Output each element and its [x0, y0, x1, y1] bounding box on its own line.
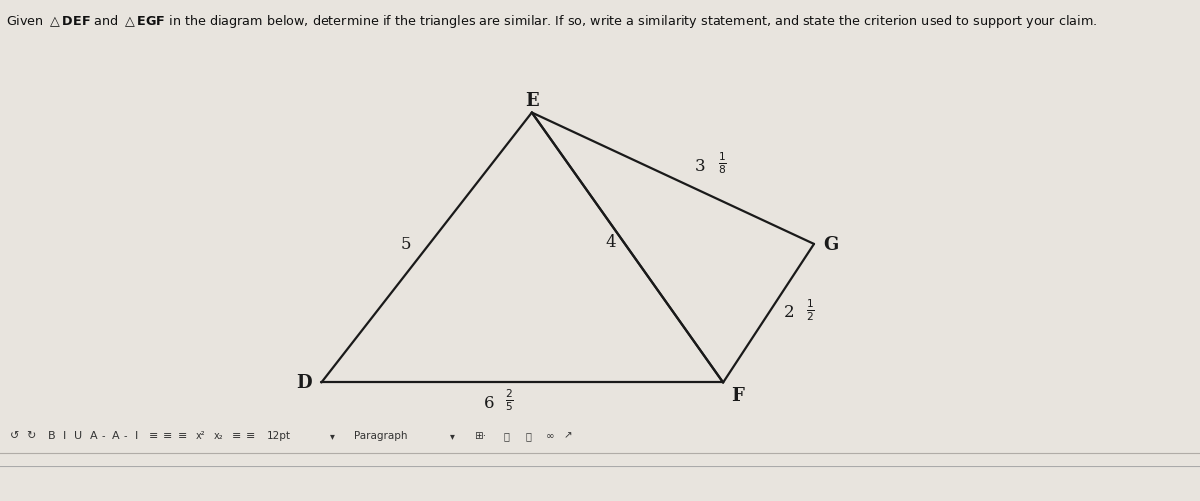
Text: ≡: ≡	[149, 430, 158, 440]
Text: $\frac{1}{8}$: $\frac{1}{8}$	[719, 150, 727, 176]
Text: ↺: ↺	[10, 430, 19, 440]
Text: $\frac{1}{2}$: $\frac{1}{2}$	[806, 297, 815, 322]
Text: 4: 4	[605, 234, 616, 251]
Text: 12pt: 12pt	[266, 430, 290, 440]
Text: ▾: ▾	[330, 430, 335, 440]
Text: ≡: ≡	[178, 430, 187, 440]
Text: Paragraph: Paragraph	[354, 430, 408, 440]
Text: ↗: ↗	[564, 430, 572, 440]
Text: -: -	[102, 430, 106, 440]
Text: $\frac{2}{5}$: $\frac{2}{5}$	[505, 386, 515, 412]
Text: 2: 2	[785, 304, 794, 321]
Text: I: I	[62, 430, 66, 440]
Text: 🖼: 🖼	[526, 430, 532, 440]
Text: x²: x²	[196, 430, 205, 440]
Text: E: E	[526, 92, 539, 110]
Text: ▾: ▾	[450, 430, 455, 440]
Text: U: U	[74, 430, 83, 440]
Text: x₂: x₂	[214, 430, 223, 440]
Text: ≡: ≡	[163, 430, 173, 440]
Text: A: A	[112, 430, 119, 440]
Text: D: D	[296, 374, 312, 392]
Text: 5: 5	[401, 236, 410, 253]
Text: F: F	[731, 386, 744, 404]
Text: G: G	[823, 235, 839, 254]
Text: ≡: ≡	[232, 430, 241, 440]
Text: 🖼: 🖼	[504, 430, 510, 440]
Text: ↻: ↻	[26, 430, 36, 440]
Text: ⊞·: ⊞·	[474, 430, 486, 440]
Text: ≡: ≡	[246, 430, 256, 440]
Text: Given $\mathbf{\triangle DEF}$ and $\mathbf{\triangle EGF}$ in the diagram below: Given $\mathbf{\triangle DEF}$ and $\mat…	[6, 13, 1097, 30]
Text: 6: 6	[484, 394, 494, 411]
Text: A: A	[90, 430, 97, 440]
Text: B: B	[48, 430, 55, 440]
Text: 3: 3	[695, 158, 706, 174]
Text: ∞: ∞	[546, 430, 554, 440]
Text: I: I	[134, 430, 138, 440]
Text: -: -	[124, 430, 127, 440]
